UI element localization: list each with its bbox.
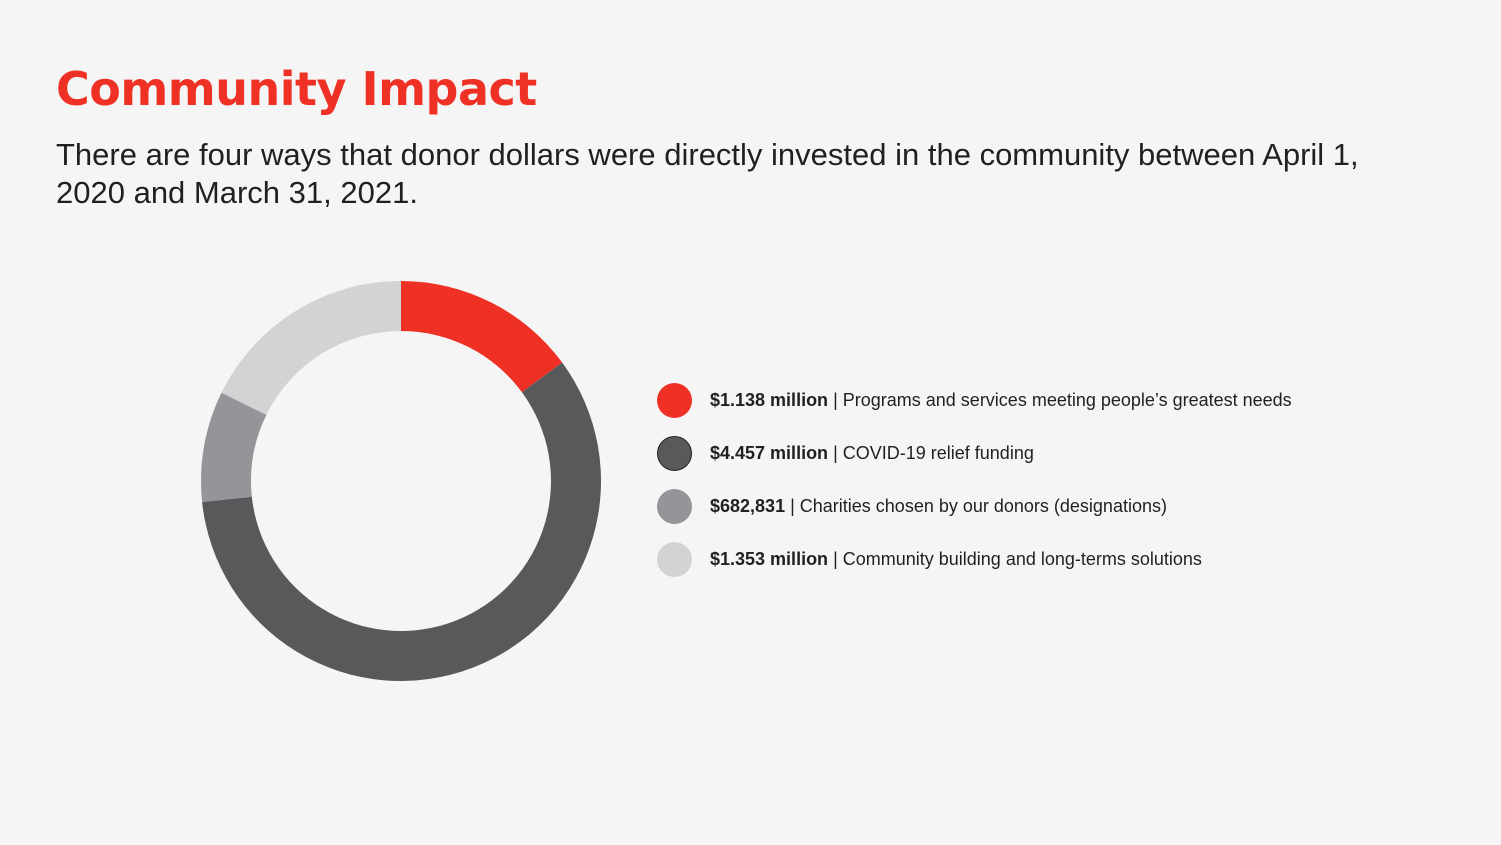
page-title: Community Impact	[56, 62, 537, 116]
legend-amount: $1.353 million	[710, 549, 829, 570]
page-subtitle: There are four ways that donor dollars w…	[56, 137, 1359, 210]
legend-separator: |	[828, 442, 843, 463]
legend-item: $1.353 million | Community building and …	[657, 542, 1292, 578]
donut-slice-1	[401, 281, 563, 393]
legend-text: $1.353 million | Community building and …	[710, 549, 1202, 570]
legend-text: $4.457 million | COVID-19 relief funding	[710, 443, 1034, 464]
legend-separator: |	[785, 496, 800, 517]
legend-label: Community building and long-terms soluti…	[842, 549, 1202, 570]
legend-text: $682,831 | Charities chosen by our donor…	[710, 496, 1167, 517]
legend-label: COVID-19 relief funding	[842, 442, 1034, 463]
legend-amount: $1.138 million	[710, 389, 829, 410]
donut-slice-4	[221, 281, 401, 415]
donut-chart-container	[200, 280, 602, 682]
legend-swatch	[657, 489, 692, 525]
legend-separator: |	[828, 549, 843, 570]
legend-item: $4.457 million | COVID-19 relief funding	[657, 435, 1292, 471]
donut-slice-3	[201, 392, 267, 503]
legend-swatch	[657, 382, 692, 418]
legend-amount: $4.457 million	[710, 442, 829, 463]
donut-chart	[201, 281, 601, 681]
chart-legend: $1.138 million | Programs and services m…	[657, 382, 1292, 595]
legend-item: $682,831 | Charities chosen by our donor…	[657, 489, 1292, 525]
legend-swatch	[657, 435, 692, 471]
donut-slice-2	[202, 362, 601, 681]
legend-amount: $682,831	[710, 496, 786, 517]
legend-item: $1.138 million | Programs and services m…	[657, 382, 1292, 418]
legend-text: $1.138 million | Programs and services m…	[710, 390, 1292, 411]
legend-swatch	[657, 542, 692, 578]
legend-label: Programs and services meeting people’s g…	[842, 389, 1292, 410]
legend-label: Charities chosen by our donors (designat…	[799, 496, 1167, 517]
legend-separator: |	[828, 389, 843, 410]
